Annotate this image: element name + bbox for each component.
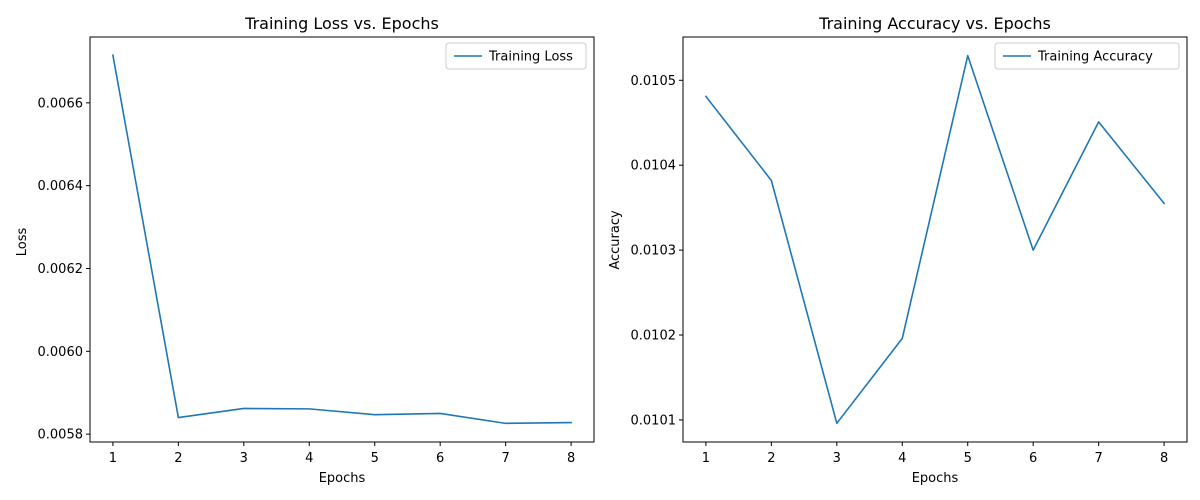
accuracy-legend-label: Training Accuracy (1037, 50, 1153, 65)
loss-chart-ticks: 1 2 3 4 5 6 7 8 0.0058 0.0060 0.0062 0.0064 0.0066 (38, 96, 576, 466)
accuracy-chart-y-label: Accuracy (608, 210, 623, 270)
loss-y-tick-label: 0.0064 (38, 179, 84, 194)
loss-series-line (111, 54, 572, 425)
accuracy-series-line (704, 54, 1166, 425)
loss-legend-label: Training Loss (488, 50, 573, 65)
accuracy-x-tick-label: 3 (833, 451, 841, 466)
loss-chart-frame (89, 36, 595, 443)
loss-y-tick-label: 0.0058 (38, 428, 84, 443)
loss-legend-box (445, 42, 587, 70)
accuracy-y-tick-label: 0.0102 (631, 329, 677, 344)
accuracy-chart-frame (682, 36, 1188, 443)
loss-x-tick-label: 3 (240, 451, 248, 466)
loss-x-tick-label: 6 (436, 451, 444, 466)
accuracy-chart-legend: Training Accuracy (994, 42, 1180, 70)
loss-chart-legend: Training Loss (445, 42, 587, 70)
loss-chart-y-label: Loss (15, 228, 30, 257)
accuracy-chart-x-label: Epochs (912, 471, 959, 486)
accuracy-x-tick-label: 2 (767, 451, 775, 466)
loss-y-tick-label: 0.0066 (38, 96, 84, 111)
loss-x-tick-label: 4 (305, 451, 313, 466)
accuracy-chart: Training Accuracy vs. Epochs Epochs Accu… (608, 14, 1188, 486)
accuracy-x-tick-label: 5 (964, 451, 972, 466)
accuracy-y-tick-label: 0.0105 (631, 74, 677, 89)
accuracy-x-tick-label: 6 (1029, 451, 1037, 466)
loss-chart-x-label: Epochs (319, 471, 366, 486)
loss-x-tick-label: 7 (501, 451, 509, 466)
accuracy-x-tick-label: 4 (898, 451, 906, 466)
loss-chart-title: Training Loss vs. Epochs (244, 14, 439, 33)
accuracy-x-tick-label: 7 (1094, 451, 1102, 466)
accuracy-y-tick-label: 0.0101 (631, 413, 677, 428)
loss-x-tick-label: 5 (371, 451, 379, 466)
loss-x-tick-label: 1 (109, 451, 117, 466)
loss-y-tick-label: 0.0060 (38, 345, 84, 360)
accuracy-y-tick-label: 0.0103 (631, 244, 677, 259)
loss-x-tick-label: 2 (174, 451, 182, 466)
accuracy-x-tick-label: 1 (702, 451, 710, 466)
accuracy-y-tick-label: 0.0104 (631, 159, 677, 174)
loss-y-tick-label: 0.0062 (38, 262, 84, 277)
accuracy-x-tick-label: 8 (1160, 451, 1168, 466)
loss-x-tick-label: 8 (567, 451, 575, 466)
accuracy-legend-box (994, 42, 1180, 70)
loss-chart: Training Loss vs. Epochs Epochs Loss 1 2 3… (15, 14, 595, 486)
accuracy-chart-title: Training Accuracy vs. Epochs (818, 14, 1051, 33)
accuracy-chart-ticks: 1 2 3 4 5 6 7 8 0.0101 0.0102 0.0103 0.0104 0.0105 (631, 74, 1169, 466)
